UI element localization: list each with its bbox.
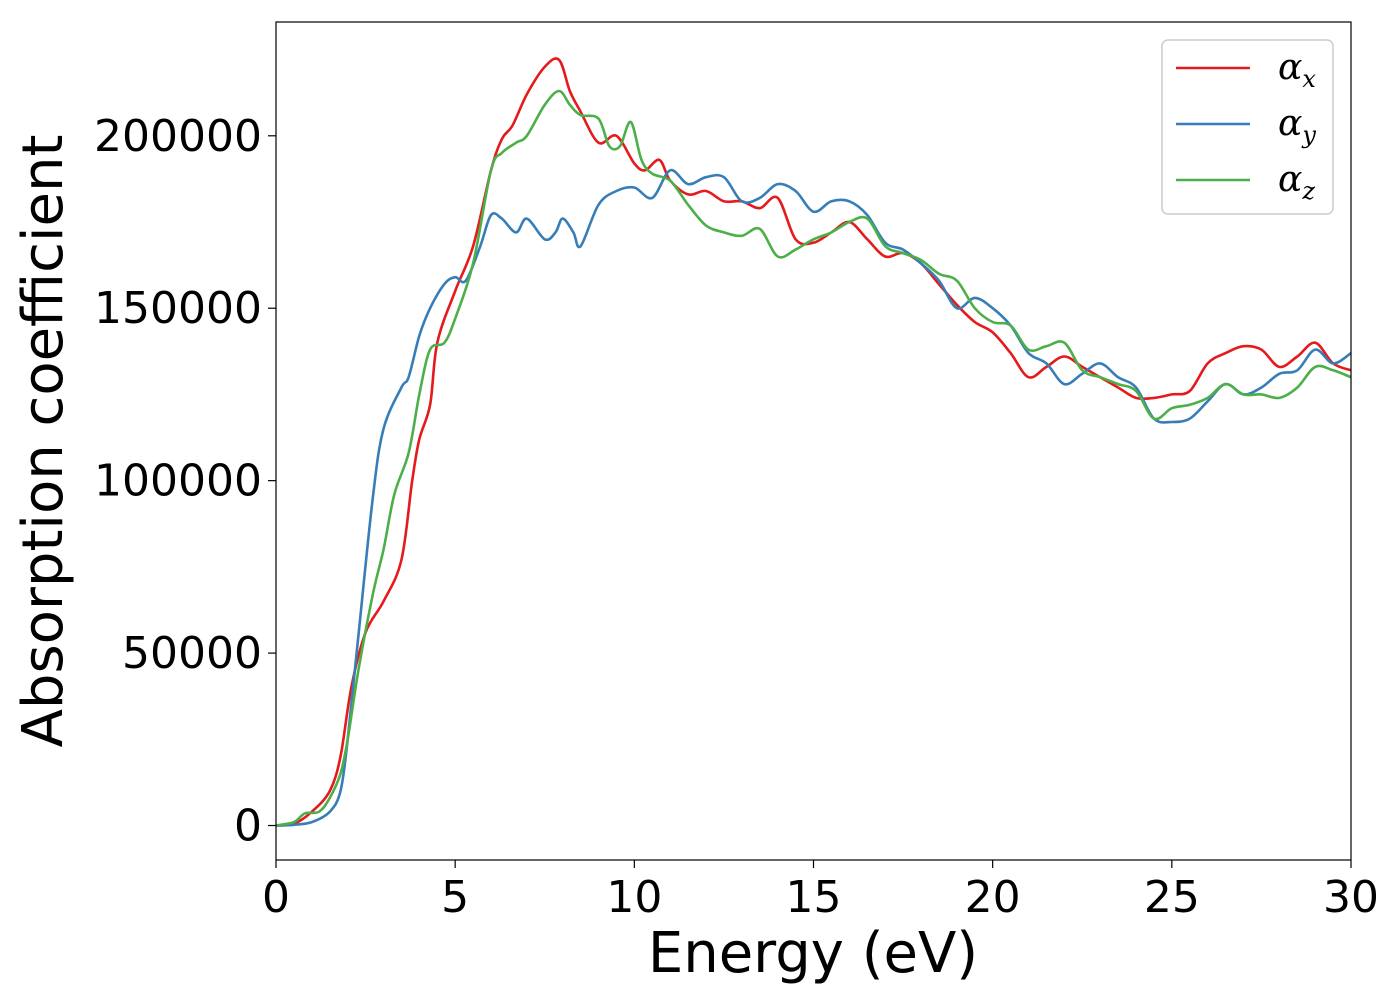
x-tick-label: 0 [262, 872, 290, 923]
series-line-x [276, 57, 1351, 827]
legend-label-z: αz [1278, 159, 1315, 205]
x-tick-label: 15 [786, 872, 842, 923]
x-axis-title: Energy (eV) [648, 921, 978, 986]
y-tick-label: 0 [234, 801, 262, 852]
series-layer [276, 57, 1351, 827]
x-tick-label: 10 [606, 872, 662, 923]
legend-box [1161, 39, 1334, 215]
y-axis: 0 50000 100000 150000 200000 [94, 111, 276, 852]
series-line-z [276, 89, 1351, 827]
y-tick-label: 150000 [94, 283, 262, 334]
x-tick-label: 30 [1323, 872, 1379, 923]
legend-label-y: αy [1278, 103, 1316, 149]
x-tick-label: 5 [441, 872, 469, 923]
y-tick-label: 100000 [94, 456, 262, 507]
legend-label-x: αx [1278, 47, 1316, 93]
x-tick-label: 20 [965, 872, 1021, 923]
y-tick-label: 200000 [94, 111, 262, 162]
legend: αx αy αz [1161, 39, 1334, 215]
x-tick-label: 25 [1144, 872, 1200, 923]
x-axis: 0 5 10 15 20 25 30 [262, 860, 1379, 923]
y-tick-label: 50000 [122, 628, 262, 679]
y-axis-title: Absorption coefficient [11, 135, 76, 748]
